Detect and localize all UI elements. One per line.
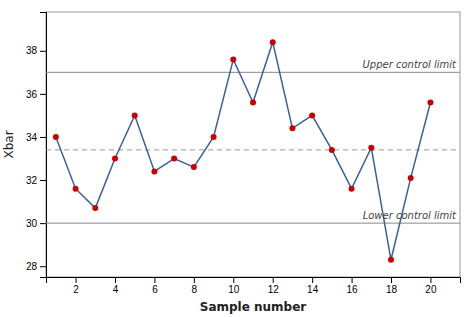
tick: 8 xyxy=(192,277,198,295)
point xyxy=(388,257,394,263)
point xyxy=(427,99,433,105)
point xyxy=(270,39,276,45)
point xyxy=(250,99,256,105)
tick-mark xyxy=(154,277,155,283)
reference-line xyxy=(46,149,460,150)
tick: 30 xyxy=(26,218,46,229)
tick-mark xyxy=(352,277,353,283)
tick-label: 36 xyxy=(26,89,38,100)
tick-mark xyxy=(40,180,46,181)
point xyxy=(171,156,177,162)
chart: 2 4 6 8 10 12 14 16 18 20 28 30 32 34 36 38 Upper contro… xyxy=(0,0,474,317)
tick: 38 xyxy=(26,45,46,56)
axis-line xyxy=(47,278,461,284)
tick: 4 xyxy=(113,277,119,295)
marks xyxy=(46,39,460,263)
tick-label: 34 xyxy=(26,132,38,143)
tick-mark xyxy=(273,277,274,283)
tick-mark xyxy=(194,277,195,283)
series-line xyxy=(56,42,431,260)
tick: 28 xyxy=(26,261,46,272)
tick-mark xyxy=(312,277,313,283)
point xyxy=(230,56,236,62)
tick-label: 18 xyxy=(386,284,398,295)
tick: 12 xyxy=(268,277,280,295)
tick-label: 16 xyxy=(347,284,359,295)
x-axis-title: Sample number xyxy=(200,300,307,314)
point xyxy=(329,147,335,153)
tick-label: 10 xyxy=(228,284,240,295)
tick: 34 xyxy=(26,132,46,143)
point xyxy=(368,145,374,151)
tick-label: 32 xyxy=(26,175,38,186)
tick: 36 xyxy=(26,89,46,100)
plot: 2 4 6 8 10 12 14 16 18 20 28 30 32 34 36 38 Upper contro… xyxy=(26,12,461,295)
reference-label: Upper control limit xyxy=(362,59,457,70)
axis-line xyxy=(40,13,47,278)
point xyxy=(211,134,217,140)
reference-line xyxy=(46,72,460,73)
tick-mark xyxy=(40,137,46,138)
tick-label: 2 xyxy=(73,284,79,295)
tick: 20 xyxy=(425,277,437,295)
point xyxy=(112,156,118,162)
point xyxy=(191,164,197,170)
reference-line xyxy=(46,223,460,224)
tick-label: 8 xyxy=(192,284,198,295)
tick-label: 28 xyxy=(26,261,38,272)
tick: 14 xyxy=(307,277,319,295)
tick: 2 xyxy=(73,277,79,295)
tick-mark xyxy=(40,94,46,95)
point xyxy=(132,112,138,118)
point xyxy=(309,112,315,118)
tick: 18 xyxy=(386,277,398,295)
tick: 10 xyxy=(228,277,240,295)
tick-label: 6 xyxy=(152,284,158,295)
point xyxy=(289,125,295,131)
plot-frame xyxy=(46,12,460,277)
y-axis: 28 30 32 34 36 38 xyxy=(26,13,47,278)
point xyxy=(349,186,355,192)
reference-label: Lower control limit xyxy=(363,210,457,221)
tick-label: 14 xyxy=(307,284,319,295)
point xyxy=(53,134,59,140)
tick: 32 xyxy=(26,175,46,186)
x-axis: 2 4 6 8 10 12 14 16 18 20 xyxy=(47,277,461,295)
tick-label: 20 xyxy=(425,284,437,295)
tick-label: 4 xyxy=(113,284,119,295)
tick: 16 xyxy=(347,277,359,295)
tick-mark xyxy=(391,277,392,283)
y-axis-title: Xbar xyxy=(2,130,16,158)
point xyxy=(73,186,79,192)
tick: 6 xyxy=(152,277,158,295)
tick-mark xyxy=(430,277,431,283)
tick-label: 30 xyxy=(26,218,38,229)
tick-label: 38 xyxy=(26,45,38,56)
tick-mark xyxy=(115,277,116,283)
tick-mark xyxy=(40,266,46,267)
point xyxy=(92,205,98,211)
tick-mark xyxy=(40,223,46,224)
tick-mark xyxy=(40,51,46,52)
point xyxy=(408,175,414,181)
point xyxy=(151,168,157,174)
tick-mark xyxy=(76,277,77,283)
tick-mark xyxy=(233,277,234,283)
tick-label: 12 xyxy=(268,284,280,295)
